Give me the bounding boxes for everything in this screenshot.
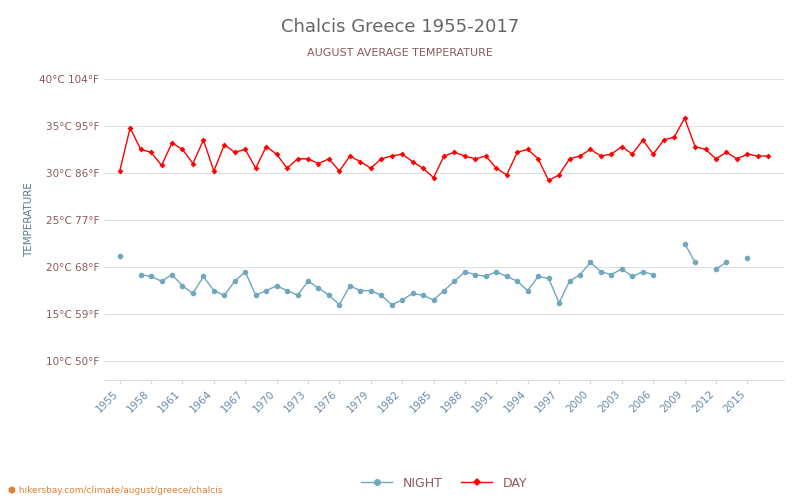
Text: AUGUST AVERAGE TEMPERATURE: AUGUST AVERAGE TEMPERATURE	[307, 48, 493, 58]
Text: ⬢ hikersbay.com/climate/august/greece/chalcis: ⬢ hikersbay.com/climate/august/greece/ch…	[8, 486, 222, 495]
Text: Chalcis Greece 1955-2017: Chalcis Greece 1955-2017	[281, 18, 519, 36]
Y-axis label: TEMPERATURE: TEMPERATURE	[24, 182, 34, 258]
Legend: NIGHT, DAY: NIGHT, DAY	[356, 472, 532, 496]
